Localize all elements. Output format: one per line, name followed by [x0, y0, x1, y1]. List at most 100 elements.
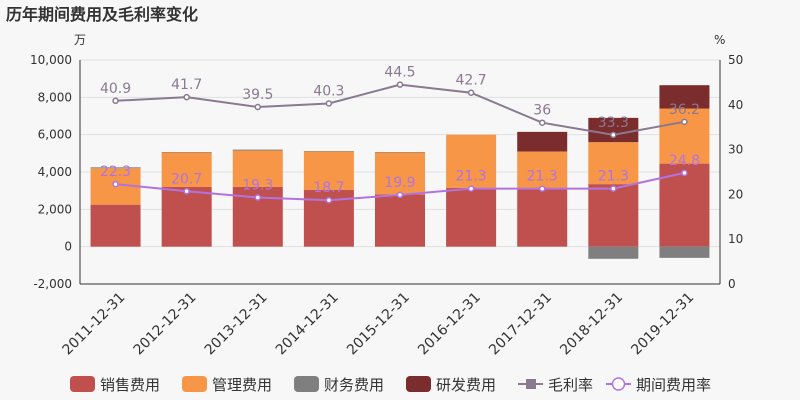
line-point — [467, 185, 475, 192]
bar — [446, 134, 497, 188]
data-label: 22.3 — [100, 164, 131, 180]
y-right-tick-label: 10 — [728, 232, 743, 246]
data-label: 33.3 — [598, 115, 629, 131]
legend-item[interactable]: 管理费用 — [182, 376, 272, 394]
legend-item[interactable]: 销售费用 — [70, 376, 160, 394]
data-label: 24.8 — [669, 153, 700, 169]
line-point — [112, 97, 119, 105]
data-labels: 40.9 41.7 39.5 40.3 44.5 42.7 36 33.3 36.2 22.3 20… — [100, 65, 700, 197]
bar — [588, 184, 639, 247]
line-point — [681, 169, 688, 177]
line-point — [254, 194, 262, 201]
line-point — [396, 191, 404, 199]
y-right-tick-label: 0 — [728, 277, 736, 291]
data-label: 36.2 — [669, 102, 700, 118]
axes: -2,000 0 2,000 4,000 6,000 8,000 10,000 0 10 20 30… — [30, 53, 743, 291]
legend-swatch — [406, 376, 431, 392]
x-tick-label: 2015-12-31 — [344, 290, 413, 359]
legend-label: 毛利率 — [548, 376, 593, 394]
data-label: 40.9 — [100, 81, 131, 97]
y-right-tick-label: 40 — [728, 98, 743, 112]
line-point — [538, 119, 546, 126]
x-tick-label: 2014-12-31 — [273, 290, 342, 359]
legend[interactable]: 销售费用 管理费用 财务费用 研发费用 毛利率 期间费用率 — [70, 376, 711, 394]
bar — [303, 151, 354, 152]
bar — [375, 152, 425, 153]
bar — [232, 149, 283, 151]
legend-marker — [611, 377, 626, 391]
y-right-tick-label: 50 — [728, 53, 743, 67]
bar — [659, 108, 710, 164]
data-label: 19.9 — [384, 175, 415, 191]
line-point — [538, 185, 546, 192]
line-point — [396, 81, 404, 88]
bars — [90, 85, 710, 259]
bar — [161, 152, 212, 187]
bar — [517, 131, 568, 152]
y-left-tick-label: 6,000 — [38, 128, 72, 142]
line-series — [112, 81, 688, 204]
y-left-tick-label: 8,000 — [38, 90, 72, 104]
y-left-tick-label: 10,000 — [30, 53, 72, 67]
bar — [161, 186, 212, 247]
line-point — [610, 185, 617, 192]
line-point — [467, 89, 475, 96]
legend-item[interactable]: 期间费用率 — [606, 376, 711, 394]
y-left-tick-label: 2,000 — [38, 202, 72, 216]
line-point — [183, 188, 190, 195]
data-label: 39.5 — [242, 87, 273, 103]
x-tick-label: 2018-12-31 — [557, 290, 626, 359]
line-point — [183, 93, 190, 101]
x-tick-label: 2013-12-31 — [202, 290, 271, 359]
x-tick-label: 2016-12-31 — [415, 290, 484, 359]
data-label: 36 — [533, 103, 551, 119]
bar — [375, 194, 425, 247]
bar — [659, 85, 710, 109]
line-point — [112, 180, 119, 188]
bar — [375, 152, 425, 195]
left-axis-unit: 万 — [74, 33, 86, 47]
bar — [517, 151, 568, 189]
legend-item[interactable]: 毛利率 — [518, 376, 593, 394]
x-tick-label: 2012-12-31 — [131, 290, 200, 359]
legend-swatch — [294, 376, 319, 392]
line-point — [254, 103, 262, 111]
x-tick-label: 2017-12-31 — [486, 290, 555, 359]
y-left-tick-label: 0 — [64, 240, 72, 254]
legend-label: 期间费用率 — [636, 376, 711, 394]
data-label: 19.3 — [242, 178, 273, 194]
bar — [588, 246, 639, 259]
data-label: 41.7 — [171, 77, 202, 93]
legend-item[interactable]: 研发费用 — [406, 376, 496, 394]
y-right-tick-label: 30 — [728, 143, 743, 157]
line-point — [681, 118, 688, 126]
bar — [303, 151, 354, 190]
y-left-tick-label: -2,000 — [33, 277, 72, 291]
legend-label: 财务费用 — [324, 376, 384, 394]
data-label: 44.5 — [384, 65, 415, 81]
line-point — [610, 131, 617, 139]
data-label: 20.7 — [171, 171, 202, 187]
data-label: 21.3 — [456, 169, 487, 185]
bar — [161, 152, 212, 153]
bar — [90, 204, 141, 247]
legend-marker — [526, 379, 536, 389]
bar — [659, 246, 710, 258]
legend-item[interactable]: 财务费用 — [294, 376, 384, 394]
bar — [588, 117, 639, 143]
data-label: 21.3 — [598, 169, 629, 185]
bar — [232, 150, 283, 187]
bar — [517, 188, 568, 247]
legend-swatch — [182, 376, 207, 392]
line-point — [325, 100, 333, 107]
legend-swatch — [70, 376, 95, 392]
chart-title: 历年期间费用及毛利率变化 — [6, 5, 198, 24]
bar — [588, 142, 639, 185]
legend-label: 研发费用 — [436, 376, 496, 394]
data-label: 40.3 — [313, 83, 344, 99]
y-right-tick-label: 20 — [728, 187, 743, 201]
x-tick-label: 2019-12-31 — [628, 290, 697, 359]
line-point — [325, 196, 333, 204]
x-tick-labels: 2011-12-31 2012-12-31 2013-12-31 2014-12-31… — [60, 290, 698, 359]
